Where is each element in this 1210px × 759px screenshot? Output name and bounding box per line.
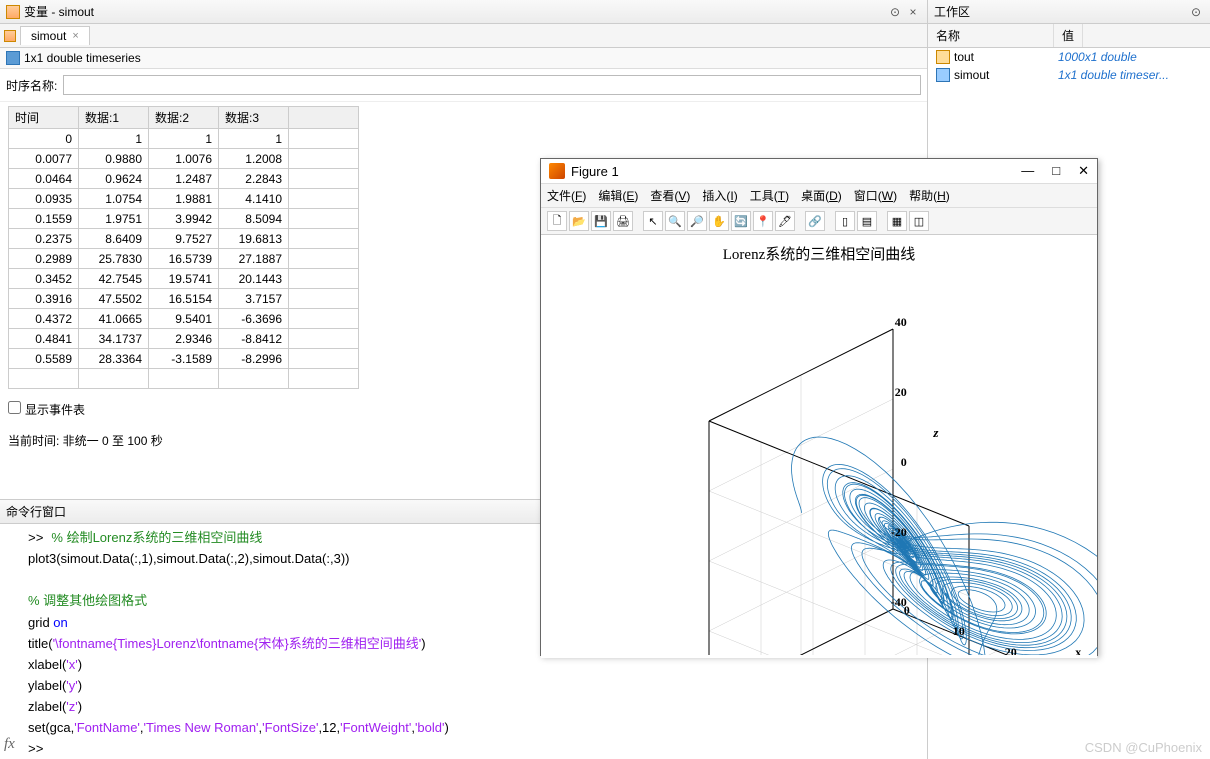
pan-icon[interactable]: ✋ bbox=[709, 211, 729, 231]
matlab-icon bbox=[549, 163, 565, 179]
ws-dropdown-icon[interactable]: ⊙ bbox=[1188, 4, 1204, 20]
fx-prompt-icon: fx bbox=[4, 736, 15, 753]
workspace-header: 名称 值 bbox=[928, 24, 1210, 48]
zoom-out-icon[interactable]: 🔎 bbox=[687, 211, 707, 231]
type-info-text: 1x1 double timeseries bbox=[24, 51, 141, 65]
type-info-bar: 1x1 double timeseries bbox=[0, 48, 927, 69]
new-file-icon[interactable]: 🗋 bbox=[547, 211, 567, 231]
svg-text:20: 20 bbox=[895, 385, 907, 399]
maximize-button[interactable]: □ bbox=[1052, 163, 1060, 179]
svg-text:40: 40 bbox=[895, 315, 907, 329]
timeseries-icon bbox=[6, 51, 20, 65]
ws-col-value[interactable]: 值 bbox=[1054, 24, 1083, 47]
close-panel-icon[interactable]: × bbox=[905, 4, 921, 20]
menu-item[interactable]: 查看(V) bbox=[650, 187, 690, 204]
print-icon[interactable]: 🖨 bbox=[613, 211, 633, 231]
figure-window[interactable]: Figure 1 — □ ✕ 文件(F) 编辑(E) 查看(V) 插入(I) 工具(T)… bbox=[540, 158, 1098, 656]
pointer-icon[interactable]: ↖ bbox=[643, 211, 663, 231]
var-type-icon bbox=[936, 68, 950, 82]
tab-tile-icon bbox=[4, 30, 16, 42]
cmd-title-text: 命令行窗口 bbox=[6, 503, 66, 520]
tab-label: simout bbox=[31, 29, 66, 43]
svg-text:0: 0 bbox=[901, 455, 907, 469]
ws-col-name[interactable]: 名称 bbox=[928, 24, 1054, 47]
svg-text:x: x bbox=[1075, 645, 1081, 655]
svg-text:20: 20 bbox=[1005, 645, 1017, 655]
table-row[interactable]: 0111 bbox=[9, 129, 359, 149]
dock-icon[interactable]: ◫ bbox=[909, 211, 929, 231]
table-row[interactable]: 0.15591.97513.99428.5094 bbox=[9, 209, 359, 229]
close-tab-icon[interactable]: × bbox=[72, 30, 78, 42]
dropdown-icon[interactable]: ⊙ bbox=[887, 4, 903, 20]
link-icon[interactable]: 🔗 bbox=[805, 211, 825, 231]
table-row[interactable]: 0.391647.550216.51543.7157 bbox=[9, 289, 359, 309]
table-header[interactable]: 时间 bbox=[9, 107, 79, 129]
save-icon[interactable]: 💾 bbox=[591, 211, 611, 231]
menu-item[interactable]: 编辑(E) bbox=[598, 187, 638, 204]
table-row[interactable]: 0.558928.3364-3.1589-8.2996 bbox=[9, 349, 359, 369]
rotate-icon[interactable]: 🔄 bbox=[731, 211, 751, 231]
table-row[interactable]: 0.298925.783016.573927.1887 bbox=[9, 249, 359, 269]
workspace-title: 工作区 ⊙ bbox=[928, 0, 1210, 24]
table-row[interactable]: 0.09351.07541.98814.1410 bbox=[9, 189, 359, 209]
menu-item[interactable]: 文件(F) bbox=[547, 187, 586, 204]
variables-panel-title: 变量 - simout ⊙ × bbox=[0, 0, 927, 24]
workspace-row[interactable]: tout1000x1 double bbox=[928, 48, 1210, 66]
data-table[interactable]: 时间数据:1数据:2数据:3 01110.00770.98801.00761.2… bbox=[8, 106, 359, 389]
figure-toolbar: 🗋 📂 💾 🖨 ↖ 🔍 🔎 ✋ 🔄 📍 🖊 🔗 ▯ ▤ ▦ ◫ bbox=[541, 208, 1097, 235]
menu-item[interactable]: 帮助(H) bbox=[909, 187, 950, 204]
figure-menubar: 文件(F) 编辑(E) 查看(V) 插入(I) 工具(T) 桌面(D) 窗口(W) 帮助(H) bbox=[541, 184, 1097, 208]
close-window-button[interactable]: ✕ bbox=[1078, 163, 1089, 179]
datatip-icon[interactable]: 📍 bbox=[753, 211, 773, 231]
menu-item[interactable]: 桌面(D) bbox=[801, 187, 842, 204]
table-row[interactable]: 0.345242.754519.574120.1443 bbox=[9, 269, 359, 289]
minimize-button[interactable]: — bbox=[1021, 163, 1034, 179]
colorbar-icon[interactable]: ▯ bbox=[835, 211, 855, 231]
table-row[interactable]: 0.23758.64099.752719.6813 bbox=[9, 229, 359, 249]
zoom-in-icon[interactable]: 🔍 bbox=[665, 211, 685, 231]
table-row[interactable]: 0.437241.06659.5401-6.3696 bbox=[9, 309, 359, 329]
series-name-row: 时序名称: bbox=[0, 69, 927, 102]
variable-tab-strip: simout × bbox=[0, 24, 927, 48]
open-file-icon[interactable]: 📂 bbox=[569, 211, 589, 231]
legend-icon[interactable]: ▤ bbox=[857, 211, 877, 231]
show-events-label: 显示事件表 bbox=[25, 403, 85, 417]
figure-canvas[interactable]: 01020304050-20020-40-2002040xyzLorenz系统的… bbox=[541, 235, 1097, 658]
figure-titlebar[interactable]: Figure 1 — □ ✕ bbox=[541, 159, 1097, 184]
svg-text:z: z bbox=[932, 425, 939, 440]
svg-text:10: 10 bbox=[953, 624, 965, 638]
var-type-icon bbox=[936, 50, 950, 64]
figure-title-text: Figure 1 bbox=[571, 164, 619, 179]
variable-icon bbox=[6, 5, 20, 19]
menu-item[interactable]: 窗口(W) bbox=[854, 187, 897, 204]
table-row[interactable]: 0.04640.96241.24872.2843 bbox=[9, 169, 359, 189]
table-header[interactable]: 数据:1 bbox=[79, 107, 149, 129]
watermark: CSDN @CuPhoenix bbox=[1085, 740, 1202, 755]
svg-text:-20: -20 bbox=[891, 525, 907, 539]
var-title-text: 变量 - simout bbox=[24, 3, 94, 20]
brush-icon[interactable]: 🖊 bbox=[775, 211, 795, 231]
grid-icon[interactable]: ▦ bbox=[887, 211, 907, 231]
tab-simout[interactable]: simout × bbox=[20, 26, 90, 45]
menu-item[interactable]: 工具(T) bbox=[750, 187, 789, 204]
series-name-label: 时序名称: bbox=[6, 77, 57, 94]
menu-item[interactable]: 插入(I) bbox=[702, 187, 737, 204]
svg-text:Lorenz系统的三维相空间曲线: Lorenz系统的三维相空间曲线 bbox=[723, 246, 915, 263]
series-name-input[interactable] bbox=[63, 75, 921, 95]
svg-text:-40: -40 bbox=[891, 595, 907, 609]
table-row[interactable]: 0.00770.98801.00761.2008 bbox=[9, 149, 359, 169]
workspace-row[interactable]: simout1x1 double timeser... bbox=[928, 66, 1210, 84]
ws-title-text: 工作区 bbox=[934, 3, 970, 20]
table-header[interactable]: 数据:3 bbox=[219, 107, 289, 129]
table-header[interactable]: 数据:2 bbox=[149, 107, 219, 129]
table-row[interactable]: 0.484134.17372.9346-8.8412 bbox=[9, 329, 359, 349]
show-events-checkbox[interactable]: 显示事件表 bbox=[8, 403, 85, 417]
